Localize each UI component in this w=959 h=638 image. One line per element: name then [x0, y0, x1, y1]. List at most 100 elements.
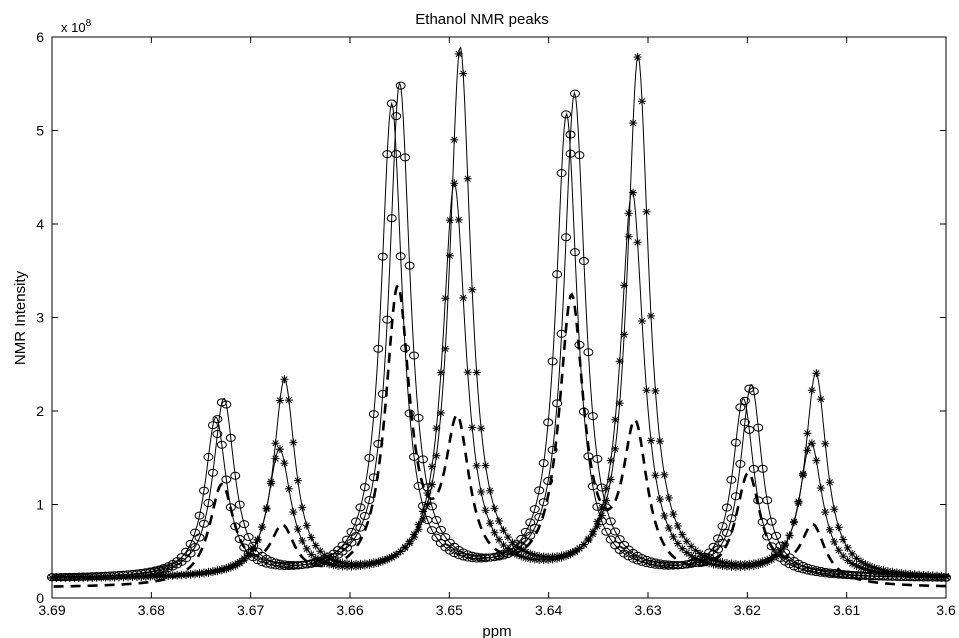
x-tick-label: 3.63 [634, 602, 661, 618]
star-marker-stroke [688, 543, 695, 550]
circle-marker [601, 527, 612, 536]
circle-marker [708, 542, 719, 551]
circle-marker [569, 89, 580, 98]
star-marker [503, 533, 512, 542]
series-line-2 [51, 101, 947, 579]
star-marker-stroke [111, 574, 118, 581]
star-marker-stroke [670, 510, 677, 518]
star-marker [646, 436, 655, 445]
star-marker [307, 550, 316, 559]
star-marker [691, 546, 700, 555]
circle-marker [404, 409, 415, 418]
star-marker-stroke [491, 529, 498, 536]
star-marker-stroke [303, 545, 310, 553]
star-marker [316, 556, 325, 565]
star-marker [602, 484, 611, 493]
star-marker-stroke [737, 563, 744, 571]
star-marker-stroke [603, 497, 610, 504]
star-marker-stroke [419, 508, 427, 515]
circle-marker [426, 526, 437, 535]
star-marker-stroke [308, 551, 315, 558]
star-marker [696, 549, 705, 558]
star-marker [557, 553, 566, 562]
circle-marker [793, 564, 804, 573]
circle-marker [721, 528, 732, 537]
star-marker-stroke [348, 563, 355, 570]
star-marker-stroke [451, 180, 458, 187]
circle-marker [346, 527, 357, 536]
star-marker [490, 504, 499, 513]
circle-marker [234, 500, 245, 509]
y-tick-label: 2 [36, 403, 44, 419]
circle-marker [418, 455, 429, 464]
star-marker [450, 135, 459, 144]
star-marker-stroke [612, 445, 619, 453]
star-marker-stroke [750, 562, 757, 570]
star-marker-stroke [835, 524, 842, 531]
series-line-3 [51, 46, 947, 579]
star-marker-stroke [285, 396, 293, 404]
star-marker-stroke [71, 574, 78, 582]
star-marker-stroke [585, 535, 592, 543]
star-marker [293, 525, 302, 534]
star-marker-stroke [325, 561, 333, 568]
star-marker-stroke [138, 573, 145, 581]
circle-marker [637, 557, 648, 566]
star-marker-stroke [656, 496, 664, 503]
circle-marker [717, 522, 728, 531]
star-marker-stroke [281, 460, 288, 467]
star-marker [843, 556, 852, 565]
star-marker-stroke [629, 189, 637, 196]
star-marker [459, 293, 468, 302]
star-marker-stroke [844, 544, 851, 552]
circle-marker [762, 532, 773, 541]
circle-marker [404, 261, 415, 270]
star-marker [848, 559, 857, 568]
x-tick-label: 3.61 [833, 602, 860, 618]
star-marker-stroke [469, 424, 476, 431]
star-marker-stroke [647, 312, 655, 320]
star-marker [673, 521, 682, 530]
star-marker-stroke [848, 560, 856, 567]
y-tick-label: 6 [36, 29, 44, 45]
circle-marker [203, 453, 214, 462]
star-marker-stroke [486, 487, 494, 494]
circle-marker [216, 398, 227, 407]
circle-marker [552, 270, 563, 279]
star-marker [284, 484, 293, 493]
circle-marker [529, 505, 540, 514]
circle-marker [569, 248, 580, 257]
star-marker-stroke [504, 545, 512, 553]
star-marker-stroke [106, 574, 114, 581]
star-marker-stroke [191, 571, 199, 578]
circle-marker [431, 533, 442, 542]
star-marker-stroke [598, 504, 605, 512]
star-marker-stroke [647, 437, 655, 444]
star-marker [481, 461, 490, 470]
star-marker [807, 439, 816, 448]
circle-marker [413, 413, 424, 422]
circle-marker [753, 423, 764, 432]
circle-marker [225, 433, 236, 442]
star-marker [785, 531, 794, 540]
star-marker-stroke [223, 566, 230, 573]
circle-marker [391, 112, 402, 121]
star-marker-stroke [218, 567, 226, 574]
star-marker [821, 439, 830, 448]
circle-marker [364, 453, 375, 462]
star-marker [588, 527, 597, 536]
star-marker [302, 544, 311, 553]
circle-marker [538, 498, 549, 507]
x-tick-label: 3.69 [38, 602, 65, 618]
star-marker [432, 451, 441, 460]
star-marker [369, 559, 378, 568]
star-marker-stroke [89, 574, 96, 581]
star-marker-stroke [862, 560, 869, 568]
star-marker-stroke [469, 286, 476, 293]
star-marker [517, 545, 526, 554]
star-marker [638, 316, 647, 325]
star-marker [454, 49, 463, 58]
star-marker-stroke [674, 540, 681, 547]
x-tick-label: 3.68 [138, 602, 165, 618]
circle-marker [409, 452, 420, 461]
